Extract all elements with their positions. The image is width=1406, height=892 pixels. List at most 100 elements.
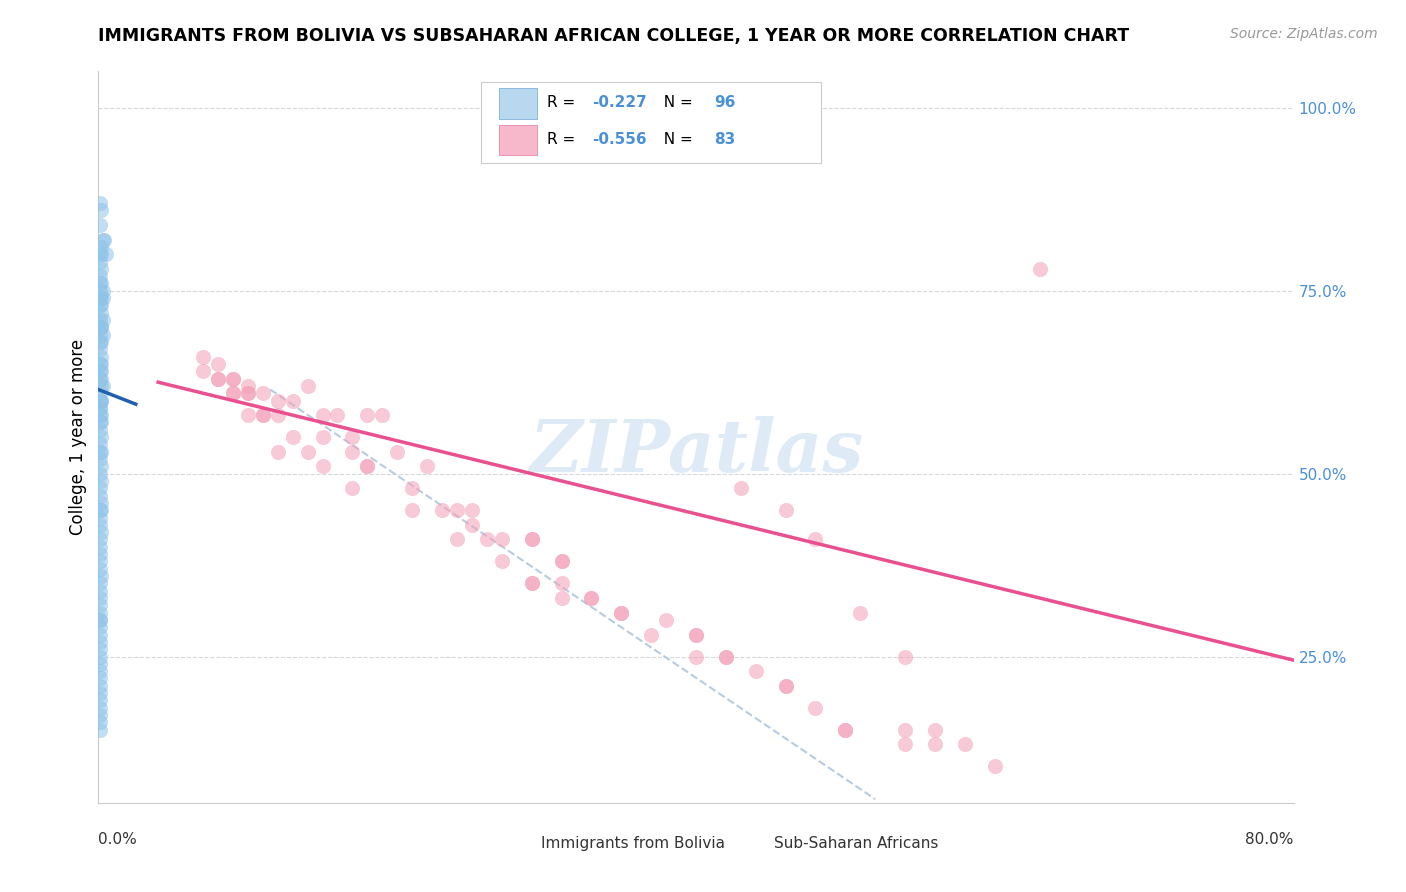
FancyBboxPatch shape xyxy=(481,82,821,162)
Point xyxy=(90,430,112,444)
Point xyxy=(89,196,111,211)
Point xyxy=(222,386,245,401)
Point xyxy=(236,386,259,401)
Point xyxy=(90,240,112,254)
Point xyxy=(520,533,543,547)
Point xyxy=(89,269,111,284)
Text: IMMIGRANTS FROM BOLIVIA VS SUBSAHARAN AFRICAN COLLEGE, 1 YEAR OR MORE CORRELATIO: IMMIGRANTS FROM BOLIVIA VS SUBSAHARAN AF… xyxy=(98,27,1129,45)
Point xyxy=(281,393,304,408)
Point xyxy=(550,554,572,568)
Point xyxy=(90,320,112,334)
Point xyxy=(89,672,111,686)
Point xyxy=(89,401,111,415)
FancyBboxPatch shape xyxy=(499,125,537,155)
Text: -0.227: -0.227 xyxy=(592,95,647,111)
Text: 0.0%: 0.0% xyxy=(98,832,138,847)
Point xyxy=(90,320,112,334)
Point xyxy=(89,562,111,576)
Point xyxy=(297,379,319,393)
Point xyxy=(311,430,333,444)
Text: N =: N = xyxy=(654,95,697,111)
Point xyxy=(89,533,111,547)
Point xyxy=(90,525,112,540)
Point xyxy=(685,627,707,641)
Point xyxy=(89,576,111,591)
Point xyxy=(685,627,707,641)
Point xyxy=(89,481,111,495)
Point xyxy=(89,452,111,467)
Point xyxy=(89,291,111,305)
Point xyxy=(89,723,111,737)
Point xyxy=(91,327,114,342)
Point xyxy=(90,474,112,488)
Text: ZIPatlas: ZIPatlas xyxy=(529,417,863,487)
Point xyxy=(89,357,111,371)
Point xyxy=(356,459,378,474)
Point xyxy=(91,291,114,305)
Point xyxy=(89,708,111,723)
Point xyxy=(416,459,439,474)
Point xyxy=(714,649,737,664)
Point xyxy=(90,334,112,349)
Point xyxy=(191,350,214,364)
Point xyxy=(90,350,112,364)
Point xyxy=(89,386,111,401)
Point xyxy=(89,444,111,458)
Text: R =: R = xyxy=(547,95,579,111)
Point xyxy=(89,547,111,561)
Point xyxy=(236,379,259,393)
Point xyxy=(93,233,115,247)
Point xyxy=(89,320,111,334)
Point xyxy=(984,759,1007,773)
Point xyxy=(1028,261,1050,276)
Point xyxy=(730,481,752,495)
Point xyxy=(94,247,117,261)
Point xyxy=(461,503,484,517)
Point xyxy=(90,459,112,474)
Point xyxy=(89,613,111,627)
Point xyxy=(491,554,513,568)
Point xyxy=(89,686,111,700)
Point xyxy=(89,679,111,693)
Point xyxy=(89,371,111,385)
Point xyxy=(804,700,827,714)
Point xyxy=(89,649,111,664)
Point xyxy=(91,313,114,327)
Point xyxy=(89,606,111,620)
Point xyxy=(207,371,229,385)
Point xyxy=(90,496,112,510)
Point xyxy=(222,371,245,385)
Point xyxy=(207,357,229,371)
Point xyxy=(311,408,333,422)
Point xyxy=(252,408,274,422)
Point xyxy=(385,444,409,458)
Point xyxy=(89,437,111,451)
Point xyxy=(610,606,633,620)
Text: R =: R = xyxy=(547,132,579,147)
Text: N =: N = xyxy=(654,132,697,147)
Point xyxy=(89,254,111,268)
Point xyxy=(89,591,111,605)
Point xyxy=(89,393,111,408)
Point xyxy=(90,444,112,458)
Point xyxy=(894,723,917,737)
Point xyxy=(326,408,349,422)
Point xyxy=(267,393,290,408)
Point xyxy=(89,247,111,261)
Point xyxy=(342,444,364,458)
Point xyxy=(581,591,603,605)
Point xyxy=(90,306,112,320)
Point xyxy=(401,503,423,517)
Point xyxy=(356,459,378,474)
Point xyxy=(550,554,572,568)
Point xyxy=(90,379,112,393)
Point xyxy=(953,737,976,751)
Point xyxy=(894,737,917,751)
Point xyxy=(685,649,707,664)
Point xyxy=(297,444,319,458)
Point xyxy=(191,364,214,378)
Point xyxy=(89,693,111,707)
Point xyxy=(849,606,872,620)
Point xyxy=(89,715,111,730)
Point xyxy=(89,277,111,291)
